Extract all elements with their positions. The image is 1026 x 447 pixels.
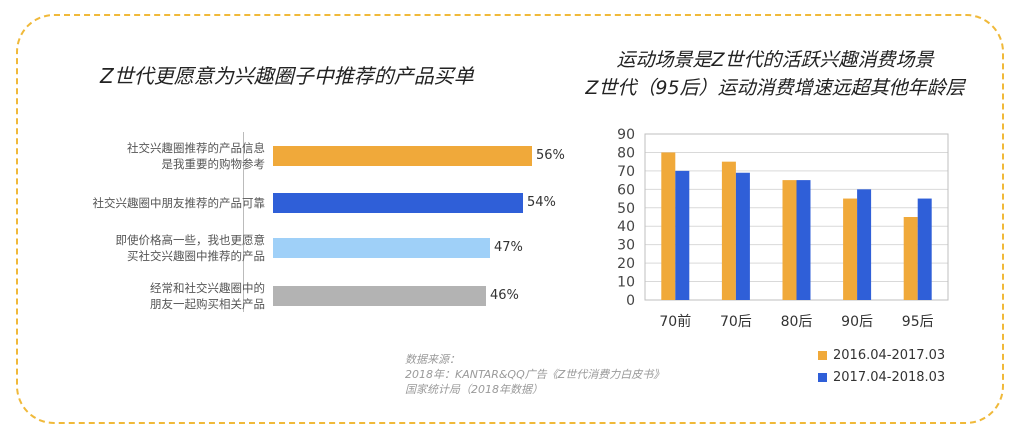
right-chart-legend: 2016.04-2017.03 2017.04-2018.03 [818,344,945,388]
left-bar-row: 即使价格高一些，我也更愿意 买社交兴趣圈中推荐的产品 47% [30,228,550,268]
left-bar-category-label: 社交兴趣圈中朋友推荐的产品可靠 [92,196,266,210]
source-line-1: 数据来源： [405,353,460,366]
left-bar [273,286,486,306]
source-line-2: 2018年：KANTAR&QQ广告《Z世代消费力白皮书》 [405,368,665,381]
right-chart-title: 运动场景是Z世代的活跃兴趣消费场景 Z世代（95后）运动消费增速远超其他年龄层 [560,46,990,102]
left-bar-value-label: 47% [494,240,523,255]
legend-label-series-1: 2016.04-2017.03 [833,347,946,363]
dashed-frame [16,14,1004,424]
left-bar-value-label: 54% [527,195,556,210]
left-bar [273,146,532,166]
left-bar-row: 社交兴趣圈中朋友推荐的产品可靠 54% [30,183,556,223]
legend-item-series-1: 2016.04-2017.03 [818,344,945,366]
right-chart-title-line1: 运动场景是Z世代的活跃兴趣消费场景 [616,49,934,71]
left-bar-category-label: 社交兴趣圈推荐的产品信息 是我重要的购物参考 [127,141,265,171]
left-bar-category-label: 经常和社交兴趣圈中的 朋友一起购买相关产品 [150,281,265,311]
source-line-3: 国家统计局（2018年数据） [405,383,543,396]
left-bar [273,193,523,213]
legend-swatch-series-2 [818,372,827,382]
left-bar-category-label: 即使价格高一些，我也更愿意 买社交兴趣圈中推荐的产品 [115,233,266,263]
legend-label-series-2: 2017.04-2018.03 [833,369,946,385]
left-chart-title: Z世代更愿意为兴趣圈子中推荐的产品买单 [100,64,474,88]
left-bar [273,238,490,258]
left-bar-value-label: 46% [490,288,519,303]
legend-item-series-2: 2017.04-2018.03 [818,366,945,388]
left-bar-row: 经常和社交兴趣圈中的 朋友一起购买相关产品 46% [30,276,550,316]
left-chart-axis [243,132,244,312]
data-source-note: 数据来源： 2018年：KANTAR&QQ广告《Z世代消费力白皮书》 国家统计局… [405,352,664,397]
right-chart-title-line2: Z世代（95后）运动消费增速远超其他年龄层 [585,77,965,99]
legend-swatch-series-1 [818,350,827,360]
left-bar-row: 社交兴趣圈推荐的产品信息 是我重要的购物参考 56% [30,136,565,176]
left-bar-value-label: 56% [536,148,565,163]
